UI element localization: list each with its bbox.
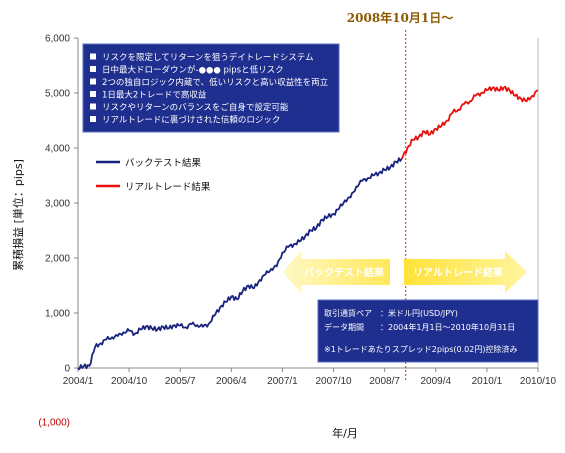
feature-item: 2つの独自ロジック内蔵で、低いリスクと高い収益性を両立 bbox=[102, 77, 329, 88]
y-tick-label: 2,000 bbox=[45, 254, 70, 265]
backtest-arrow: バックテスト結果 bbox=[283, 251, 390, 293]
legend-label-live: リアルトレード結果 bbox=[125, 181, 211, 193]
feature-item: 1日最大2トレードで高収益 bbox=[102, 90, 207, 101]
x-tick-label: 2004/1 bbox=[63, 376, 94, 387]
x-tick-label: 2007/10 bbox=[315, 376, 352, 387]
info-box: 取引通貨ペア ：米ドル円(USD/JPY) データ期間 ：2004年1月1日～2… bbox=[317, 299, 539, 363]
bullet-square-icon bbox=[90, 66, 96, 72]
x-tick-label: 2008/7 bbox=[369, 376, 400, 387]
y-tick-label: 5,000 bbox=[45, 89, 70, 100]
live-arrow: リアルトレード結果 bbox=[404, 251, 527, 293]
live-arrow-label: リアルトレード結果 bbox=[413, 266, 504, 279]
backtest-series-line bbox=[77, 157, 403, 371]
x-tick-label: 2010/10 bbox=[520, 376, 557, 387]
y-tick-label: 0 bbox=[64, 364, 70, 375]
x-tick-label: 2004/10 bbox=[111, 376, 148, 387]
feature-item: リスクやリターンのバランスをご自身で設定可能 bbox=[102, 102, 289, 113]
x-tick-labels: 2004/1 2004/10 2005/7 2006/4 2007/1 2007/10 20… bbox=[63, 368, 557, 387]
info-line-period: データ期間 ：2004年1月1日～2010年10月31日 bbox=[324, 322, 515, 332]
y-tick-label: (1,000) bbox=[38, 418, 70, 429]
bullet-square-icon bbox=[90, 103, 96, 110]
y-axis-title: 累積損益 [単位：pips] bbox=[11, 159, 25, 271]
x-tick-label: 2007/1 bbox=[267, 376, 298, 387]
feature-item: リアルトレードに裏づけされた信頼のロジック bbox=[102, 115, 280, 126]
feature-box: リスクを限定してリターンを狙うデイトレードシステム日中最大ドローダウンが-●●●… bbox=[82, 43, 340, 133]
x-tick-label: 2006/4 bbox=[216, 376, 247, 387]
bullet-square-icon bbox=[90, 78, 96, 85]
bullet-square-icon bbox=[90, 91, 96, 97]
info-line-spread: ※1トレードあたりスプレッド2pips(0.02円)控除済み bbox=[324, 344, 517, 354]
x-tick-label: 2009/4 bbox=[420, 376, 451, 387]
y-tick-label: 4,000 bbox=[45, 144, 70, 155]
y-tick-label: 1,000 bbox=[45, 309, 70, 320]
backtest-arrow-label: バックテスト結果 bbox=[304, 266, 385, 279]
x-tick-label: 2010/1 bbox=[472, 376, 503, 387]
y-tick-label: 6,000 bbox=[45, 34, 70, 45]
live-series-line bbox=[400, 85, 539, 160]
y-tick-label: 3,000 bbox=[45, 199, 70, 210]
legend-label-backtest: バックテスト結果 bbox=[125, 157, 202, 169]
bullet-square-icon bbox=[90, 53, 96, 60]
period-title: 2008年10月1日～ bbox=[347, 10, 453, 25]
feature-item: 日中最大ドローダウンが-●●● pipsと低リスク bbox=[102, 65, 284, 76]
x-axis-title: 年/月 bbox=[332, 426, 358, 440]
legend: バックテスト結果 リアルトレード結果 bbox=[96, 157, 211, 193]
bullet-square-icon bbox=[90, 116, 96, 122]
y-tick-labels: (1,000) 0 1,000 2,000 3,000 4,000 5,000 6,000 bbox=[38, 34, 78, 429]
feature-item: リスクを限定してリターンを狙うデイトレードシステム bbox=[102, 52, 314, 63]
x-tick-label: 2005/7 bbox=[165, 376, 196, 387]
info-line-pair: 取引通貨ペア ：米ドル円(USD/JPY) bbox=[324, 308, 458, 318]
